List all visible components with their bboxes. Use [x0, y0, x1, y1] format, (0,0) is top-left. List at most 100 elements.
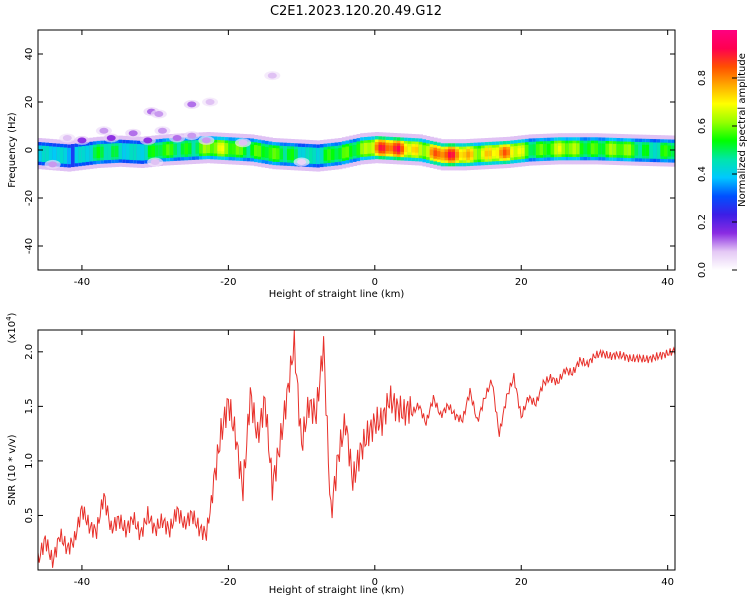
spectrogram-blob — [238, 139, 248, 146]
spectrogram-ridge-cell — [261, 146, 266, 158]
spectrogram-ridge-cell — [264, 146, 270, 158]
spectrogram-ridge-cell — [532, 144, 537, 156]
spectrogram-ridge-cell — [327, 149, 332, 161]
spectrogram-ridge-cell — [188, 143, 193, 155]
spectrogram-ridge-cell — [396, 145, 402, 152]
spectrogram-ridge-cell — [422, 145, 427, 157]
spectrogram-ridge-cell — [568, 143, 574, 155]
spectrogram-ridge-cell — [180, 143, 186, 155]
spectrogram-ridge-cell — [477, 148, 482, 160]
spectrogram-ridge-cell — [122, 143, 127, 160]
snr-x-axis: -40 -20 0 20 40 — [74, 330, 674, 588]
colorbar-tick-label: 0.2 — [697, 214, 708, 230]
spectrogram-ridge-cell — [144, 143, 149, 161]
spectrogram-ridge-cell — [308, 147, 314, 164]
spectrogram-ridge-cell — [543, 143, 548, 155]
spectrogram-ridge-cell — [513, 146, 519, 158]
spectrogram-ridge-cell — [473, 148, 478, 160]
spectrogram-ridge-cell — [407, 146, 413, 153]
spectrogram-ridge-cell — [510, 149, 515, 155]
spectrogram-ridge-cell — [140, 144, 145, 161]
spectrogram-ridge-cell — [199, 142, 204, 154]
spectrogram-ridge-cell — [594, 143, 599, 155]
spectrogram-ridge-cell — [649, 142, 654, 159]
spectrogram-y-tick-label: -40 — [24, 238, 35, 254]
spectrogram-ridge-cell — [169, 144, 175, 156]
spectrogram-ridge-cell — [341, 147, 347, 159]
spectrogram-panel: -40 -20 0 20 40 -40 -20 0 20 40 Height of straig… — [7, 29, 676, 300]
spectrogram-ridge-cell — [491, 150, 497, 157]
spectrogram-ridge-cell — [338, 148, 343, 160]
spectrogram-ridge-cell — [385, 145, 391, 152]
spectrogram-ridge-cell — [550, 143, 555, 155]
spectrogram-ridge-cell — [129, 143, 134, 160]
snr-x-axis-label: Height of straight line (km) — [269, 585, 405, 596]
spectrogram-ridge-cell — [352, 144, 358, 156]
spectrogram-ridge-cell — [275, 148, 281, 160]
spectrogram-ridge-cell — [63, 147, 68, 164]
spectrogram-ridge-cell — [89, 145, 94, 162]
spectrogram-ridge-cell — [653, 142, 658, 159]
spectrogram-ridge-cell — [484, 150, 489, 157]
spectrogram-ridge-cell — [565, 143, 570, 155]
spectrogram-ridge-cell — [312, 147, 317, 164]
spectrogram-ridge-cell — [557, 145, 563, 152]
spectrogram-blob — [62, 135, 72, 141]
colorbar-gradient — [712, 30, 737, 270]
spectrogram-y-tick-label: 20 — [24, 96, 35, 109]
spectrogram-y-axis-label: Frequency (Hz) — [7, 112, 18, 188]
spectrogram-blob — [128, 130, 138, 137]
spectrogram-ridge-cell — [305, 147, 310, 164]
spectrogram-ridge-cell — [433, 150, 438, 157]
spectrogram-x-tick-label: -20 — [220, 277, 236, 288]
spectrogram-ridge-cell — [316, 147, 321, 165]
spectrogram-y-tick-label: 40 — [24, 48, 35, 61]
spectrogram-ridge-cell — [243, 144, 248, 156]
spectrogram-blob — [48, 161, 58, 168]
spectrogram-ridge-cell — [349, 145, 354, 157]
spectrogram-blob — [205, 99, 215, 105]
spectrogram-ridge-cell — [404, 146, 409, 153]
spectrogram-ridge-cell — [638, 142, 643, 159]
spectrogram-ridge-cell — [136, 144, 142, 161]
snr-y-tick-label: 0.5 — [24, 508, 35, 524]
spectrogram-y-tick-label: 0 — [24, 147, 35, 153]
colorbar-label: Normalized spectral amplitude — [737, 53, 748, 207]
spectrogram-ridge-cell — [448, 151, 453, 158]
spectrogram-ridge-cell — [437, 151, 442, 157]
spectrogram-ridge-cell — [517, 148, 522, 155]
spectrogram-ridge-cell — [158, 144, 164, 156]
spectrogram-ridge-cell — [371, 142, 376, 154]
snr-x-tick-label: -40 — [74, 577, 90, 588]
spectrogram-x-tick-label: 0 — [372, 277, 378, 288]
spectrogram-blob — [143, 137, 153, 144]
spectrogram-ridge-cell — [173, 143, 178, 155]
spectrogram-ridge-cell — [147, 146, 153, 158]
spectrogram-ridge-cell — [462, 151, 467, 158]
spectrogram-ridge-cell — [257, 145, 262, 157]
spectrogram-ridge-cell — [393, 145, 398, 152]
spectrogram-ridge-cell — [45, 146, 50, 163]
spectrogram-ridge-cell — [38, 145, 43, 162]
spectrogram-blob — [99, 127, 109, 134]
spectrogram-x-tick-label: 20 — [515, 277, 528, 288]
spectrogram-ridge-cell — [272, 148, 277, 160]
spectrogram-blob — [106, 135, 116, 141]
spectrogram-ridge-cell — [228, 143, 233, 155]
spectrogram-blob — [187, 132, 197, 139]
spectrogram-ridge-cell — [67, 147, 72, 165]
spectrogram-ridge-cell — [286, 148, 292, 160]
snr-y-axis-label: SNR (10 * v/v) — [7, 434, 18, 505]
snr-frame — [37, 329, 676, 571]
spectrogram-ridge-cell — [111, 146, 116, 158]
colorbar: 0.0 0.2 0.4 0.6 0.8 Normalized spectral ampl… — [697, 30, 748, 278]
snr-panel: -40 -20 0 20 40 0.5 1.0 1.5 2.0 Height of strai… — [5, 312, 676, 596]
spectrogram-ridge-cell — [52, 146, 57, 163]
spectrogram-ridge-cell — [114, 145, 120, 157]
spectrogram-ridge-cell — [459, 151, 464, 158]
spectrogram-ridge-cell — [239, 143, 244, 155]
spectrogram-ridge-cell — [579, 143, 585, 155]
snr-y-tick-label: 1.0 — [24, 453, 35, 469]
spectrogram-ridge-cell — [546, 143, 552, 155]
spectrogram-ridge-cell — [221, 145, 226, 152]
